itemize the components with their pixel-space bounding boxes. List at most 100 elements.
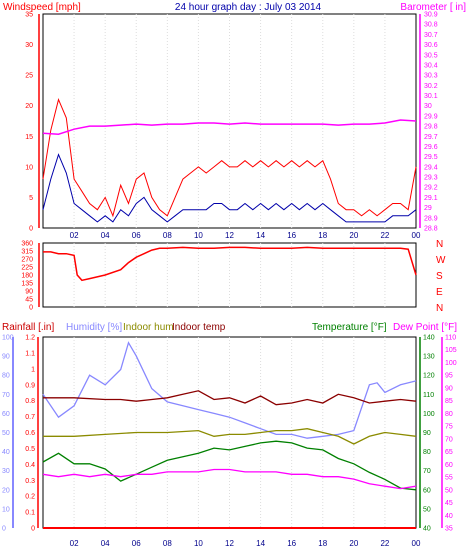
barometer-tick-19: 29: [424, 205, 432, 212]
indoor-hum-line: [43, 428, 417, 445]
dewpoint-tick-9: 65: [445, 449, 453, 456]
barometer-tick-17: 29.2: [424, 185, 438, 192]
humidity-tick-3: 70: [2, 392, 10, 399]
rain-tick-6: 0.6: [25, 430, 35, 437]
humidity-tick-1: 90: [2, 354, 10, 361]
climate-xtick-5: 12: [225, 539, 234, 548]
rain-tick-11: 0.1: [25, 510, 35, 517]
wind-tick-4: 15: [25, 134, 33, 141]
direction-tick-2: 270: [21, 257, 33, 264]
barometer-tick-0: 30.9: [424, 12, 438, 19]
barometer-tick-13: 29.6: [424, 144, 438, 151]
direction-tick-3: 225: [21, 265, 33, 272]
wind-series-group: [42, 98, 417, 223]
wind-tick-7: 0: [29, 226, 33, 233]
rain-tick-4: 0.8: [25, 398, 35, 405]
temperature-tick-5: 90: [423, 430, 431, 437]
dewpoint-tick-14: 40: [445, 513, 453, 520]
dewpoint-tick-4: 90: [445, 385, 453, 392]
wind-tick-5: 10: [25, 164, 33, 171]
humidity-tick-4: 60: [2, 411, 10, 418]
barometer-tick-6: 30.3: [424, 73, 438, 80]
rain-tick-3: 0.9: [25, 382, 35, 389]
humidity-tick-0: 100: [2, 335, 14, 342]
wind-xtick-1: 04: [101, 231, 110, 240]
climate-xtick-3: 08: [163, 539, 172, 548]
direction-gridlines: [73, 243, 386, 307]
barometer-tick-1: 30.8: [424, 22, 438, 29]
dewpoint-tick-3: 95: [445, 373, 453, 380]
wind-tick-6: 5: [29, 195, 33, 202]
temperature-tick-1: 130: [423, 354, 435, 361]
temperature-tick-8: 60: [423, 487, 431, 494]
barometer-tick-11: 29.8: [424, 124, 438, 131]
wind-xtick-7: 16: [287, 231, 296, 240]
wind-xtick-6: 14: [256, 231, 265, 240]
wind-tick-1: 30: [25, 42, 33, 49]
indoor-hum-axis-label: Indoor hum: [123, 322, 174, 333]
compass-label-4: N: [436, 303, 443, 314]
humidity-tick-6: 40: [2, 449, 10, 456]
climate-y-tick-labels: 10090807060504030201001.21.110.90.80.70.…: [2, 335, 457, 533]
dewpoint-tick-1: 105: [445, 347, 457, 354]
dewpoint-tick-11: 55: [445, 475, 453, 482]
climate-xtick-9: 20: [349, 539, 358, 548]
wind-tick-0: 35: [25, 12, 33, 19]
dewpoint-tick-2: 100: [445, 360, 457, 367]
climate-xtick-0: 02: [70, 539, 79, 548]
windspeed-axis-label: Windspeed [mph]: [3, 2, 81, 13]
barometer-tick-15: 29.4: [424, 164, 438, 171]
direction-tick-7: 45: [25, 297, 33, 304]
wind-gridlines: [73, 14, 386, 228]
barometer-tick-8: 30.1: [424, 93, 438, 100]
humidity-tick-5: 50: [2, 430, 10, 437]
wind-speed-line: [42, 153, 417, 223]
dewpoint-tick-0: 110: [445, 335, 456, 342]
compass-label-3: E: [436, 287, 443, 298]
dewpoint-tick-8: 70: [445, 436, 453, 443]
wind-direction-line: [43, 246, 417, 282]
climate-x-tick-labels: 02 04 06 08 10 12 14 16 18 20 22 00: [70, 539, 421, 548]
humidity-tick-9: 10: [2, 506, 10, 513]
temperature-tick-7: 70: [423, 468, 431, 475]
wind-xtick-11: 00: [412, 231, 421, 240]
temperature-tick-2: 120: [423, 373, 435, 380]
direction-tick-6: 90: [25, 289, 33, 296]
dewpoint-tick-7: 75: [445, 424, 453, 431]
humidity-axis-label: Humidity [%]: [66, 322, 122, 333]
temperature-tick-3: 110: [423, 392, 434, 399]
rain-tick-9: 0.3: [25, 478, 35, 485]
compass-label-2: S: [436, 271, 443, 282]
climate-xtick-8: 18: [318, 539, 327, 548]
dewpoint-tick-15: 35: [445, 526, 453, 533]
rainfall-axis-label: Rainfall [.in]: [2, 322, 54, 333]
climate-xtick-7: 16: [287, 539, 296, 548]
temperature-line: [42, 440, 417, 491]
direction-tick-8: 0: [29, 305, 33, 312]
barometer-tick-10: 29.9: [424, 113, 438, 120]
dewpoint-tick-5: 85: [445, 398, 453, 405]
climate-xtick-4: 10: [194, 539, 203, 548]
temperature-tick-6: 80: [423, 449, 431, 456]
direction-tick-5: 135: [21, 281, 33, 288]
wind-tick-2: 25: [25, 73, 33, 80]
rain-tick-5: 0.7: [25, 414, 35, 421]
temperature-tick-4: 100: [423, 411, 435, 418]
rain-tick-8: 0.4: [25, 462, 35, 469]
barometer-tick-16: 29.3: [424, 175, 438, 182]
compass-label-1: W: [436, 255, 446, 266]
barometer-tick-9: 30: [424, 103, 432, 110]
wind-xtick-10: 22: [380, 231, 389, 240]
wind-xtick-3: 08: [163, 231, 172, 240]
dewpoint-axis-label: Dew Point [°F]: [393, 322, 457, 333]
barometer-tick-14: 29.5: [424, 154, 438, 161]
direction-tick-1: 315: [21, 249, 33, 256]
barometer-tick-12: 29.7: [424, 134, 438, 141]
wind-xtick-9: 20: [349, 231, 358, 240]
wind-xtick-0: 02: [70, 231, 79, 240]
humidity-tick-10: 0: [2, 526, 6, 533]
rain-tick-12: 0: [31, 526, 35, 533]
barometer-tick-18: 29.1: [424, 195, 438, 202]
dewpoint-tick-6: 80: [445, 411, 453, 418]
